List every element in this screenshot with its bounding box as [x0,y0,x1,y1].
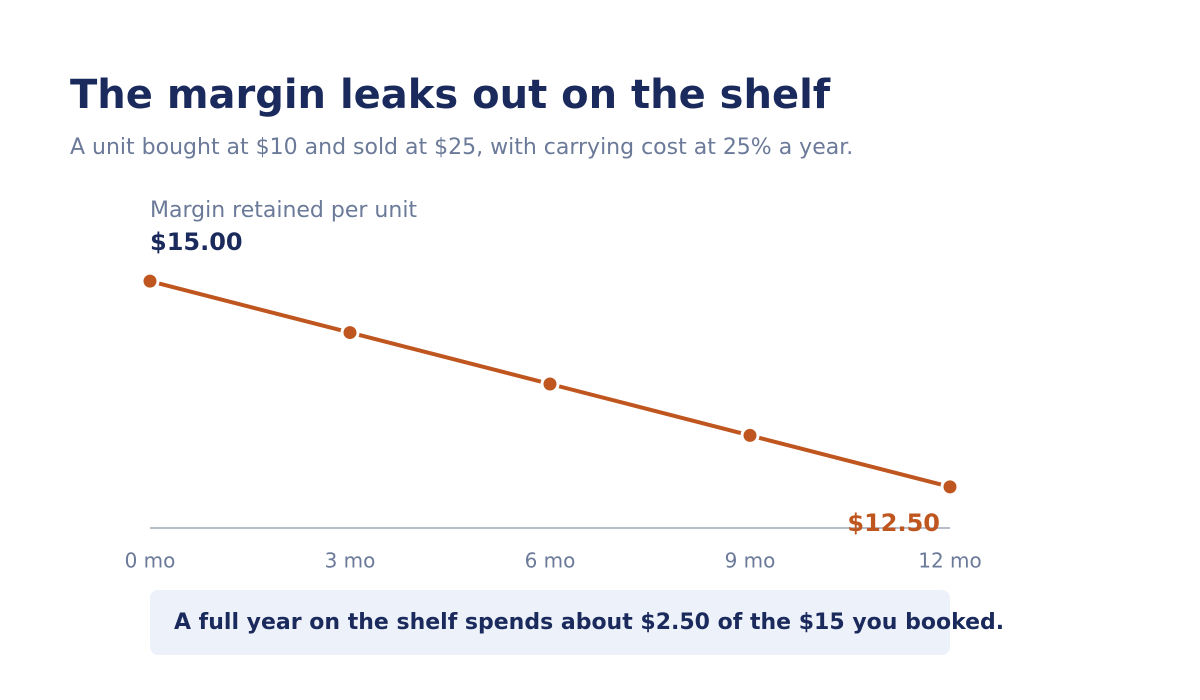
point [140,271,160,291]
point [340,323,360,343]
x-tick-label: 9 mo [725,549,776,573]
plot: 0 mo 3 mo 6 mo 9 mo 12 mo $15.00 $12.50 [125,228,982,573]
y-axis-label: Margin retained per unit [150,198,417,223]
point [740,425,760,445]
value-label: $12.50 [847,509,940,537]
callout-box [150,590,950,655]
value-label: $15.00 [150,228,243,256]
x-tick-label: 3 mo [325,549,376,573]
chart-subtitle: A unit bought at $10 and sold at $25, wi… [70,135,853,160]
chart-title: The margin leaks out on the shelf [70,72,831,118]
point [940,477,960,497]
callout-text: A full year on the shelf spends about $2… [174,610,1004,635]
x-tick-label: 12 mo [918,549,982,573]
point [540,374,560,394]
x-tick-label: 0 mo [125,549,176,573]
x-tick-label: 6 mo [525,549,576,573]
